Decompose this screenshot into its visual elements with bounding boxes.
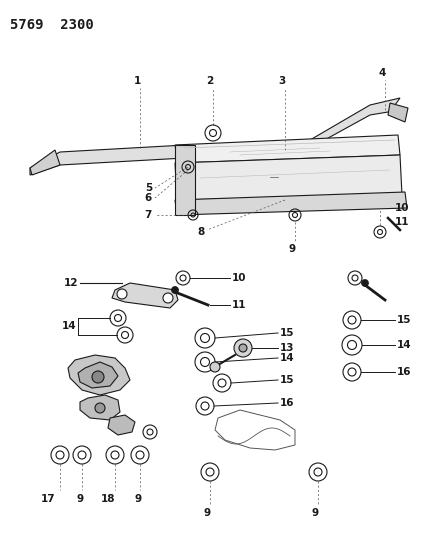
Text: 13: 13 xyxy=(280,343,294,353)
Circle shape xyxy=(213,374,231,392)
Circle shape xyxy=(196,397,214,415)
Text: 15: 15 xyxy=(280,375,294,385)
Polygon shape xyxy=(112,283,178,308)
Circle shape xyxy=(239,344,247,352)
Text: 6: 6 xyxy=(145,193,152,203)
Text: 17: 17 xyxy=(41,494,55,504)
Polygon shape xyxy=(68,355,130,395)
Text: 16: 16 xyxy=(397,367,411,377)
Polygon shape xyxy=(80,395,120,420)
Circle shape xyxy=(117,289,127,299)
Polygon shape xyxy=(175,192,407,215)
Polygon shape xyxy=(388,103,408,122)
Text: 9: 9 xyxy=(203,508,211,518)
Circle shape xyxy=(92,371,104,383)
Circle shape xyxy=(95,403,105,413)
Polygon shape xyxy=(175,155,402,200)
Text: 15: 15 xyxy=(280,328,294,338)
Text: 9: 9 xyxy=(312,508,318,518)
Polygon shape xyxy=(175,145,195,215)
Polygon shape xyxy=(175,135,400,163)
Text: 18: 18 xyxy=(101,494,115,504)
Polygon shape xyxy=(78,362,118,388)
Text: 14: 14 xyxy=(61,321,76,331)
Polygon shape xyxy=(30,150,60,175)
Text: 10: 10 xyxy=(232,273,247,283)
Text: 12: 12 xyxy=(63,278,78,288)
Polygon shape xyxy=(30,145,185,175)
Circle shape xyxy=(195,328,215,348)
Text: 14: 14 xyxy=(280,353,294,363)
Circle shape xyxy=(362,279,369,287)
Polygon shape xyxy=(108,415,135,435)
Text: 16: 16 xyxy=(280,398,294,408)
Text: 5769  2300: 5769 2300 xyxy=(10,18,94,32)
Text: 9: 9 xyxy=(77,494,83,504)
Circle shape xyxy=(210,362,220,372)
Text: 9: 9 xyxy=(134,494,142,504)
Text: 5: 5 xyxy=(145,183,152,193)
Circle shape xyxy=(163,293,173,303)
Text: 4: 4 xyxy=(378,68,386,78)
Text: 8: 8 xyxy=(198,227,205,237)
Circle shape xyxy=(343,363,361,381)
Text: 11: 11 xyxy=(395,217,410,227)
Text: 3: 3 xyxy=(278,76,285,86)
Circle shape xyxy=(195,352,215,372)
Text: 9: 9 xyxy=(288,244,296,254)
Text: 11: 11 xyxy=(232,300,247,310)
Text: 15: 15 xyxy=(397,315,411,325)
Text: 2: 2 xyxy=(206,76,214,86)
Circle shape xyxy=(234,339,252,357)
Text: 10: 10 xyxy=(395,203,410,213)
Circle shape xyxy=(172,287,178,294)
Text: 14: 14 xyxy=(397,340,412,350)
Circle shape xyxy=(342,335,362,355)
Polygon shape xyxy=(310,98,400,148)
Circle shape xyxy=(110,310,126,326)
Text: 7: 7 xyxy=(145,210,152,220)
Text: 1: 1 xyxy=(134,76,141,86)
Circle shape xyxy=(117,327,133,343)
Circle shape xyxy=(343,311,361,329)
